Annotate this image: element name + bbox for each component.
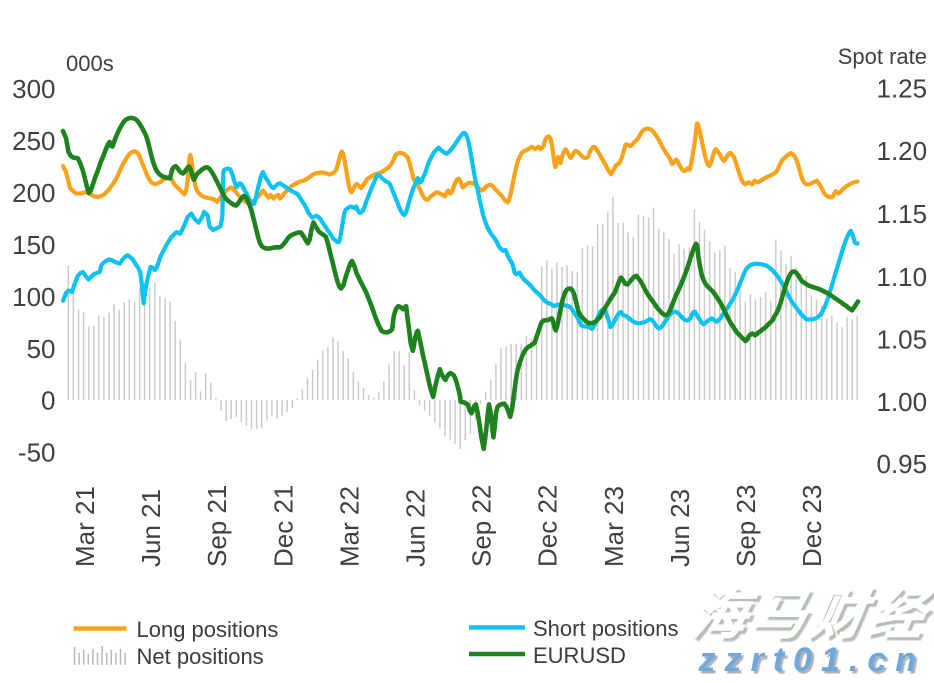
svg-text:1.05: 1.05	[877, 325, 928, 355]
svg-text:Jun 23: Jun 23	[665, 489, 695, 567]
svg-text:1.20: 1.20	[877, 136, 928, 166]
svg-text:Dec 22: Dec 22	[533, 485, 563, 567]
svg-text:Jun 22: Jun 22	[401, 489, 431, 567]
svg-text:0: 0	[41, 386, 55, 416]
svg-text:50: 50	[27, 334, 56, 364]
svg-text:Dec 21: Dec 21	[268, 485, 298, 567]
svg-text:100: 100	[12, 282, 55, 312]
svg-text:150: 150	[12, 230, 55, 260]
svg-text:1.00: 1.00	[877, 387, 928, 417]
svg-text:1.25: 1.25	[877, 73, 928, 103]
svg-text:zzrt01.cn: zzrt01.cn	[700, 644, 928, 682]
svg-text:EURUSD: EURUSD	[533, 643, 626, 668]
svg-text:zzrt01.cn: zzrt01.cn	[698, 641, 926, 679]
svg-text:海马财经: 海马财经	[691, 588, 934, 649]
svg-text:Jun 21: Jun 21	[136, 489, 166, 567]
svg-text:300: 300	[12, 74, 55, 104]
svg-text:000s: 000s	[66, 51, 114, 76]
svg-text:Sep 23: Sep 23	[731, 485, 761, 567]
svg-text:0.95: 0.95	[877, 449, 928, 479]
svg-text:海马财经: 海马财经	[688, 584, 934, 645]
svg-text:Net positions: Net positions	[137, 644, 264, 669]
svg-text:Sep 22: Sep 22	[467, 485, 497, 567]
svg-text:250: 250	[12, 126, 55, 156]
svg-text:1.15: 1.15	[877, 199, 928, 229]
svg-text:Mar 23: Mar 23	[599, 486, 629, 567]
svg-text:Sep 21: Sep 21	[202, 485, 232, 567]
svg-text:Dec 23: Dec 23	[797, 485, 827, 567]
svg-text:Mar 22: Mar 22	[334, 486, 364, 567]
svg-text:Spot rate: Spot rate	[838, 44, 927, 69]
svg-text:Mar 21: Mar 21	[70, 486, 100, 567]
svg-text:1.10: 1.10	[877, 262, 928, 292]
svg-text:-50: -50	[18, 438, 56, 468]
svg-text:200: 200	[12, 178, 55, 208]
svg-text:Long positions: Long positions	[137, 617, 279, 642]
svg-text:Short positions: Short positions	[533, 616, 679, 641]
